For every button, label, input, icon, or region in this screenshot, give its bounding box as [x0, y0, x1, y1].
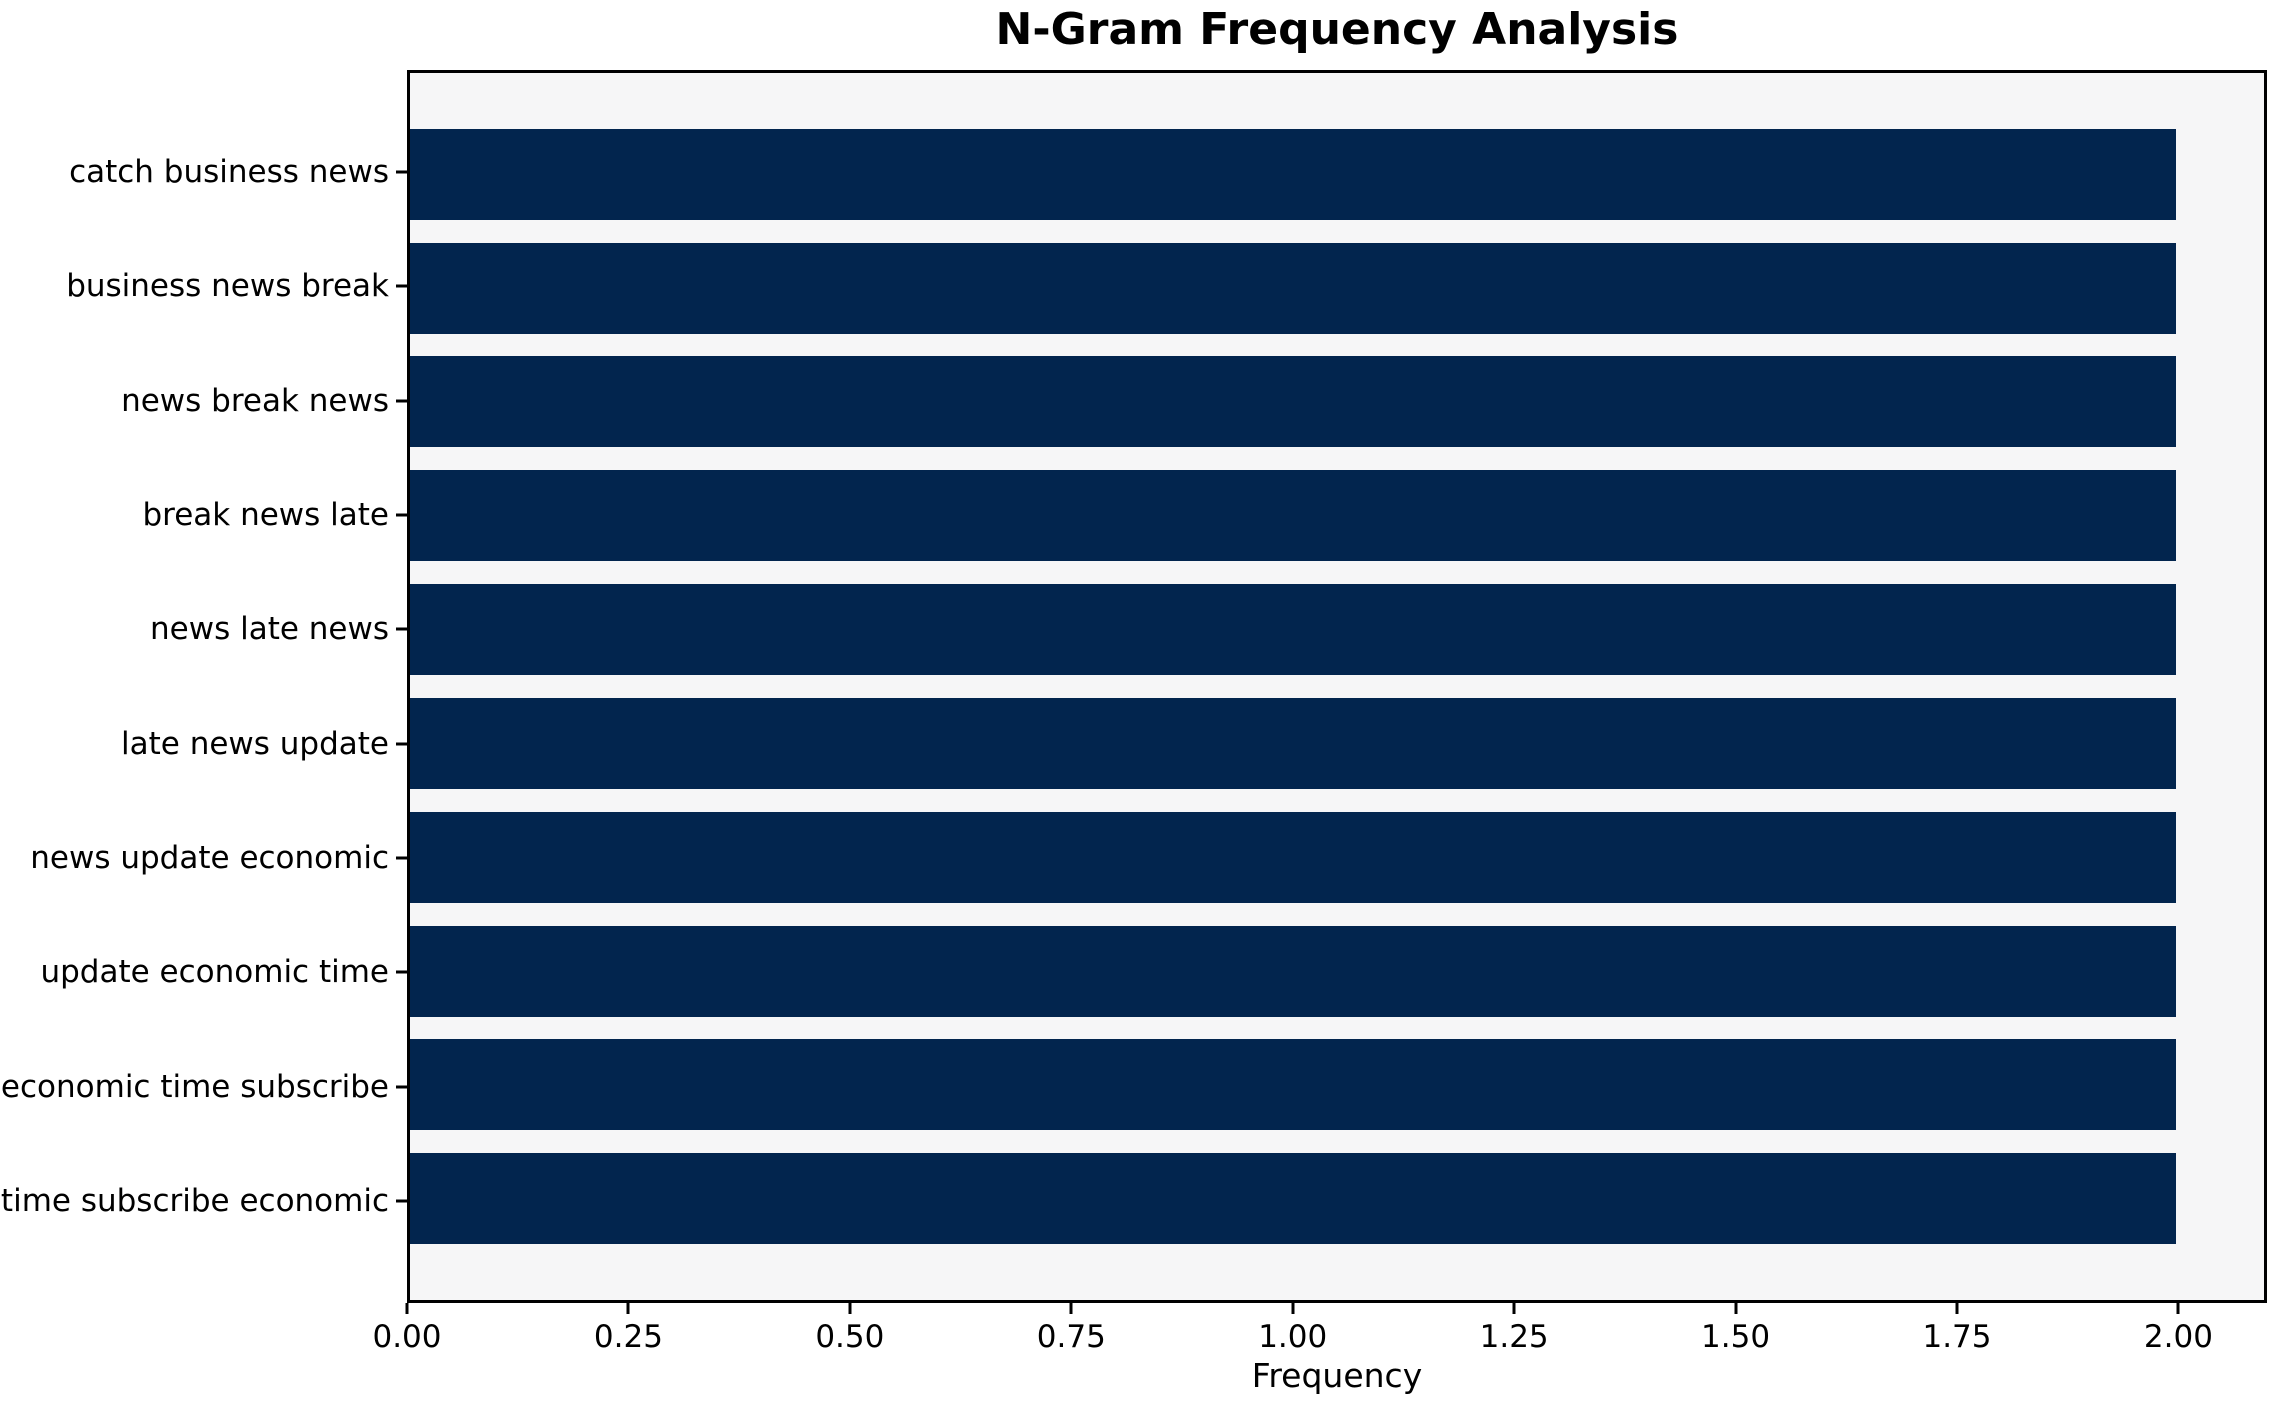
bar: [410, 925, 2176, 1017]
x-tick-label: 0.25: [593, 1319, 663, 1355]
bar: [410, 128, 2176, 220]
y-tick-label: news update economic: [30, 840, 389, 877]
y-tick-label: catch business news: [69, 153, 389, 190]
x-tick-label: 1.00: [1258, 1319, 1328, 1355]
x-tick-mark: [848, 1303, 852, 1314]
x-tick-label: 0.00: [372, 1319, 442, 1355]
chart-title: N-Gram Frequency Analysis: [995, 4, 1679, 55]
x-axis: 0.00 0.25 0.50 0.75 1.00 1.25 1.50 1.75 2.00: [372, 1303, 2267, 1413]
y-tick-mark: [396, 513, 407, 517]
x-tick-mark: [1069, 1303, 1073, 1314]
x-tick-mark: [2176, 1303, 2180, 1314]
bar: [410, 356, 2176, 448]
x-tick-label: 2.00: [2143, 1319, 2213, 1355]
plot-area: [407, 70, 2267, 1303]
y-tick-mark: [396, 742, 407, 746]
x-tick-mark: [1291, 1303, 1295, 1314]
x-axis-label: Frequency: [1251, 1356, 1423, 1395]
x-tick-label: 1.50: [1701, 1319, 1771, 1355]
bars-layer: [410, 73, 2264, 1300]
y-tick-mark: [396, 1085, 407, 1089]
x-tick-label: 1.75: [1922, 1319, 1992, 1355]
y-tick-label: news late news: [150, 611, 389, 648]
bar: [410, 697, 2176, 789]
y-tick-label: news break news: [121, 382, 389, 419]
y-tick-mark: [396, 284, 407, 288]
y-tick-mark: [396, 170, 407, 174]
y-tick-mark: [396, 1199, 407, 1203]
bar: [410, 1039, 2176, 1131]
bar: [410, 470, 2176, 562]
x-tick-label: 0.50: [815, 1319, 885, 1355]
y-tick-label: time subscribe economic: [0, 1183, 389, 1220]
x-tick-mark: [405, 1303, 409, 1314]
y-tick-label: business news break: [66, 268, 389, 305]
y-axis-labels: catch business news business news break ne…: [0, 70, 389, 1303]
y-tick-mark: [396, 399, 407, 403]
y-tick-label: economic time subscribe: [0, 1068, 389, 1105]
y-tick-mark: [396, 970, 407, 974]
y-tick-mark: [396, 627, 407, 631]
bar: [410, 1153, 2176, 1245]
x-tick-mark: [1734, 1303, 1738, 1314]
x-tick-mark: [1512, 1303, 1516, 1314]
y-tick-label: break news late: [142, 496, 389, 533]
x-tick-mark: [626, 1303, 630, 1314]
bar: [410, 242, 2176, 334]
y-tick-label: late news update: [121, 725, 389, 762]
x-tick-label: 1.25: [1479, 1319, 1549, 1355]
y-axis-tick-marks: [396, 70, 407, 1303]
bar: [410, 811, 2176, 903]
y-tick-label: update economic time: [40, 954, 389, 991]
x-tick-mark: [1955, 1303, 1959, 1314]
y-tick-mark: [396, 856, 407, 860]
bar: [410, 584, 2176, 676]
x-tick-label: 0.75: [1036, 1319, 1106, 1355]
